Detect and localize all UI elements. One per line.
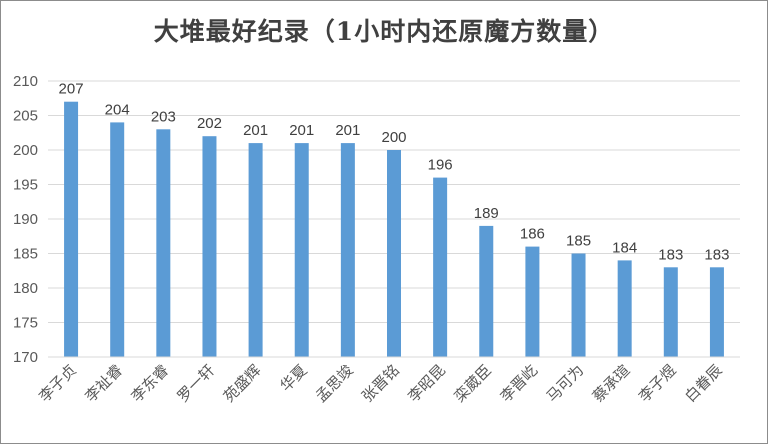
bar: [202, 136, 217, 357]
data-label: 201: [243, 122, 268, 139]
x-tick-label: 罗一轩: [174, 361, 219, 406]
data-label: 204: [105, 101, 130, 118]
y-tick-label: 200: [13, 142, 38, 159]
x-tick-label: 华夏: [277, 361, 311, 395]
y-tick-label: 190: [13, 211, 38, 228]
data-label: 201: [335, 122, 360, 139]
data-label: 184: [612, 239, 637, 256]
bar: [387, 150, 401, 357]
x-tick-label: 李昭昆: [404, 361, 449, 406]
data-label: 202: [197, 115, 222, 132]
chart-title: 大堆最好纪录（1小时内还原魔方数量）: [153, 17, 615, 46]
bar: [110, 122, 125, 358]
bar: [248, 143, 263, 357]
x-tick-label: 马可为: [543, 361, 588, 406]
y-tick-label: 175: [13, 315, 38, 332]
bar: [294, 143, 309, 357]
data-label: 183: [658, 246, 683, 263]
x-tick-label: 苑盛辉: [220, 361, 265, 406]
data-label: 189: [474, 205, 499, 222]
y-tick-label: 185: [13, 246, 38, 263]
data-label: 207: [59, 81, 84, 98]
y-tick-label: 170: [13, 349, 38, 366]
x-tick-label: 李子贞: [35, 361, 80, 406]
data-label: 185: [566, 233, 591, 250]
x-tick-label: 李祉睿: [81, 361, 126, 406]
bar: [64, 101, 79, 357]
x-tick-label: 栾葳臣: [451, 361, 496, 406]
y-tick-label: 205: [13, 108, 38, 125]
y-tick-label: 210: [13, 73, 38, 90]
x-tick-label: 孟思竣: [312, 361, 357, 406]
data-label: 201: [289, 122, 314, 139]
x-tick-label: 蔡承瑄: [589, 361, 634, 406]
x-tick-label: 白眷辰: [681, 361, 726, 406]
y-tick-label: 195: [13, 177, 38, 194]
bar: [156, 129, 171, 357]
data-label: 183: [704, 246, 729, 263]
data-label: 203: [151, 108, 176, 125]
bar: [709, 267, 724, 357]
bar: [525, 246, 540, 357]
bar: [433, 177, 448, 357]
data-label: 186: [520, 226, 545, 243]
bar: [663, 267, 678, 357]
data-label: 196: [428, 157, 453, 174]
data-label: 200: [381, 129, 406, 146]
x-tick-label: 李晋屹: [497, 361, 542, 406]
bar: [617, 260, 632, 357]
x-tick-label: 李子煜: [635, 361, 680, 406]
bar: [479, 225, 494, 357]
bar: [340, 143, 355, 357]
y-tick-label: 180: [13, 280, 38, 297]
x-tick-label: 李东睿: [128, 361, 173, 406]
x-tick-label: 张晋铭: [358, 361, 403, 406]
bar: [571, 253, 586, 357]
